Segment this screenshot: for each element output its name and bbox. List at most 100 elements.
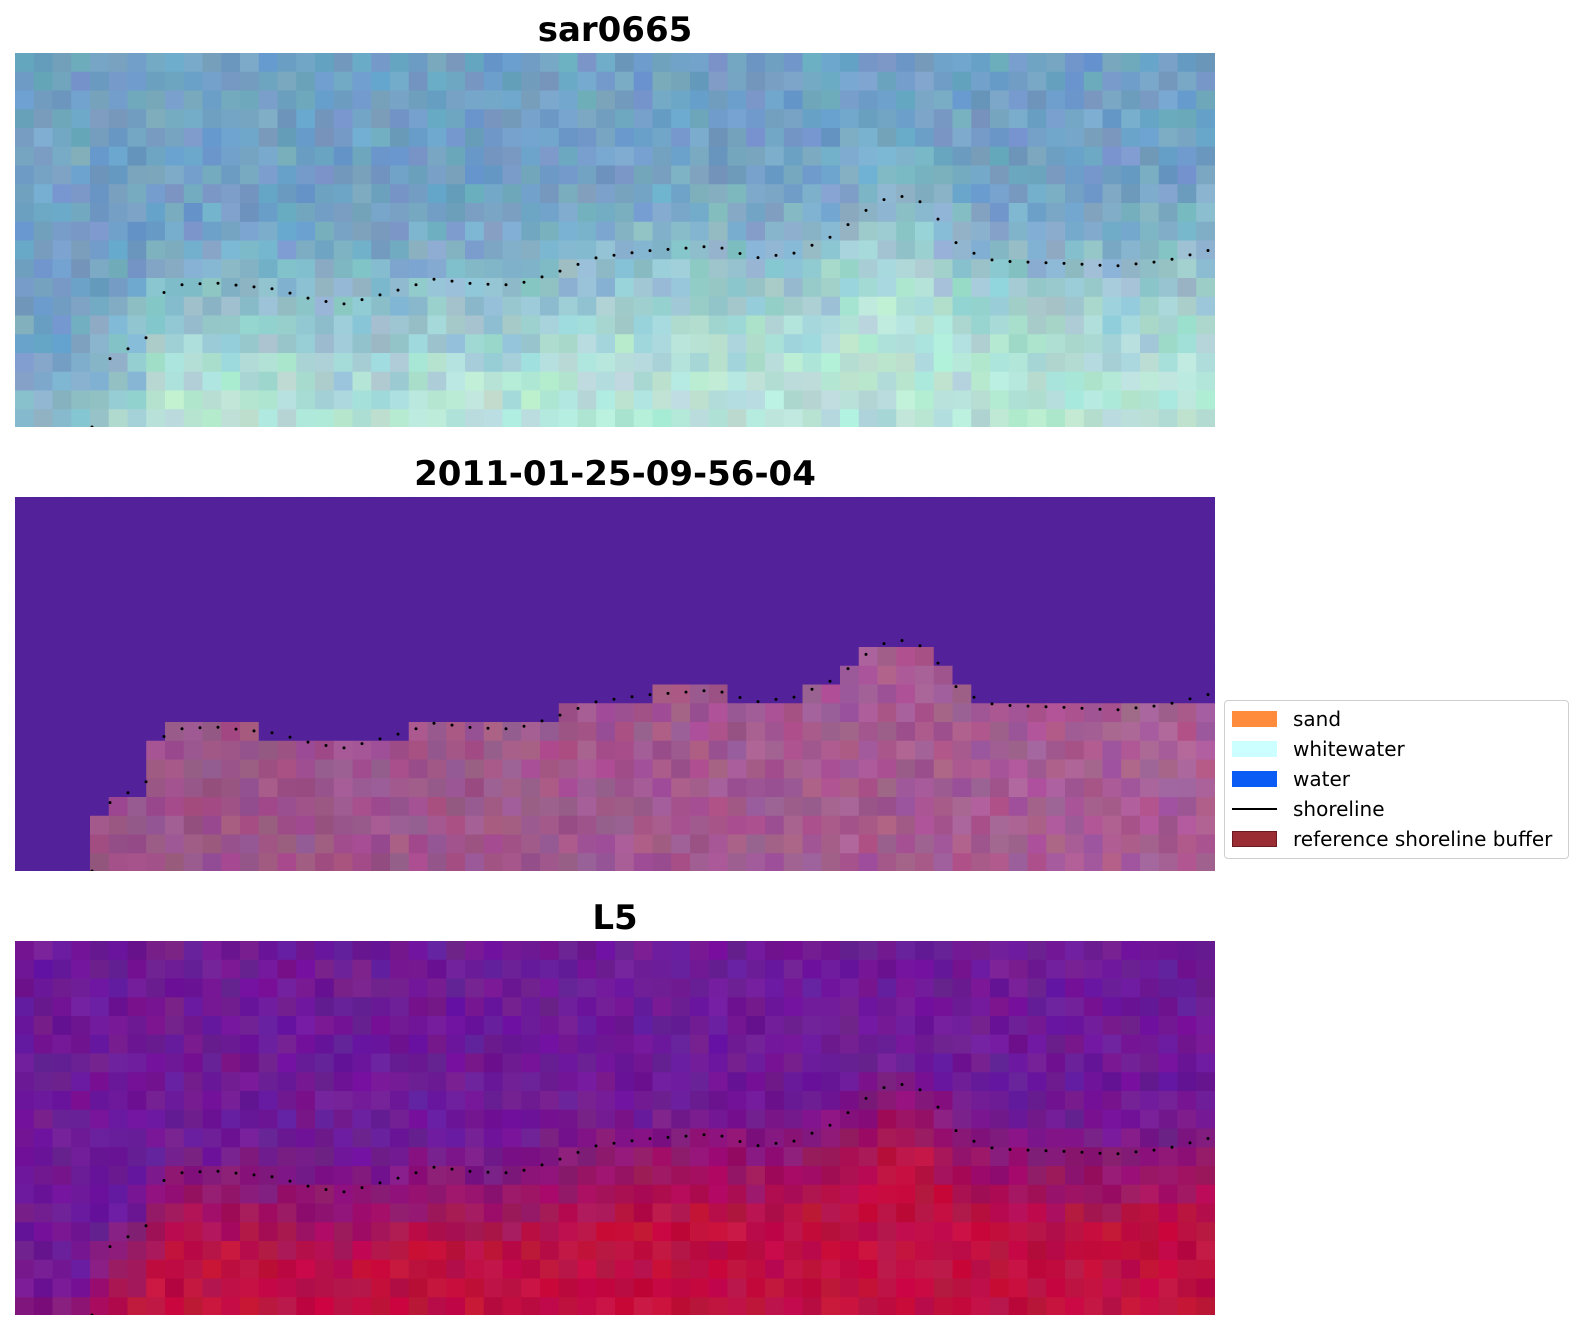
shoreline-point bbox=[288, 291, 292, 295]
shoreline-point bbox=[612, 253, 616, 257]
shoreline-point bbox=[1098, 707, 1102, 711]
shoreline-point bbox=[288, 1179, 292, 1183]
shoreline-point bbox=[540, 719, 544, 723]
shoreline-point bbox=[306, 296, 310, 300]
shoreline-point bbox=[180, 1171, 184, 1175]
shoreline-point bbox=[954, 241, 958, 245]
shoreline-point bbox=[720, 690, 724, 694]
shoreline-point bbox=[342, 302, 346, 306]
shoreline-point bbox=[432, 277, 436, 281]
shoreline-point bbox=[738, 1140, 742, 1143]
shoreline-point bbox=[864, 652, 868, 656]
legend-label-sand: sand bbox=[1293, 707, 1342, 731]
shoreline-point bbox=[738, 696, 742, 699]
shoreline-point bbox=[1188, 1141, 1192, 1145]
shoreline-point bbox=[1044, 705, 1048, 709]
whitewater-swatch bbox=[1232, 741, 1277, 757]
shoreline-point bbox=[126, 1235, 130, 1239]
shoreline-point bbox=[1026, 260, 1030, 264]
shoreline-point bbox=[1062, 705, 1066, 709]
shoreline-point bbox=[1134, 262, 1138, 266]
shoreline-point bbox=[900, 639, 904, 642]
shoreline-point bbox=[414, 1171, 418, 1175]
shoreline-point bbox=[360, 298, 364, 302]
shoreline-point bbox=[792, 1139, 796, 1143]
shoreline-point bbox=[1098, 1151, 1102, 1155]
shoreline-point bbox=[666, 1135, 670, 1139]
shoreline-point bbox=[270, 731, 274, 735]
shoreline-point bbox=[810, 1131, 814, 1135]
shoreline-point bbox=[1170, 257, 1174, 261]
water-swatch bbox=[1232, 771, 1277, 787]
shoreline-point bbox=[162, 735, 166, 738]
shoreline-point bbox=[486, 726, 490, 730]
shoreline-point bbox=[774, 697, 778, 701]
shoreline-point bbox=[1134, 1150, 1138, 1154]
shoreline-point bbox=[900, 195, 904, 198]
shoreline-point bbox=[972, 1139, 976, 1143]
shoreline-point bbox=[396, 732, 400, 736]
shoreline-point bbox=[1188, 697, 1192, 701]
shoreline-point bbox=[1170, 1145, 1174, 1149]
legend-label-whitewater: whitewater bbox=[1293, 737, 1405, 761]
shoreline-point bbox=[1152, 1148, 1156, 1152]
shoreline-point bbox=[648, 1137, 652, 1141]
shoreline-point bbox=[1008, 1148, 1012, 1151]
shoreline-point bbox=[990, 1146, 994, 1150]
index-image-canvas bbox=[15, 941, 1215, 1315]
shoreline-point bbox=[864, 208, 868, 212]
shoreline-point bbox=[414, 727, 418, 731]
shoreline-point bbox=[90, 869, 94, 871]
shoreline-point bbox=[576, 1150, 580, 1154]
shoreline-point bbox=[468, 725, 472, 729]
shoreline-point bbox=[1152, 260, 1156, 264]
shoreline-point bbox=[252, 1173, 256, 1177]
panel-rgb-image bbox=[15, 53, 1215, 427]
legend-label-water: water bbox=[1293, 767, 1350, 791]
shoreline-point bbox=[144, 1224, 148, 1228]
shoreline-point bbox=[918, 644, 922, 648]
shoreline-point bbox=[360, 742, 364, 746]
shoreline-point bbox=[108, 1245, 112, 1249]
sand-swatch bbox=[1232, 711, 1277, 727]
shoreline-point bbox=[792, 695, 796, 699]
shoreline-point bbox=[846, 1111, 850, 1115]
shoreline-point bbox=[216, 725, 220, 729]
shoreline-point bbox=[1008, 260, 1012, 263]
shoreline-point bbox=[522, 724, 526, 728]
shoreline-point bbox=[972, 695, 976, 699]
shoreline-point bbox=[558, 269, 562, 273]
shoreline-point bbox=[234, 1171, 238, 1175]
shoreline-point bbox=[324, 1188, 328, 1191]
panel-title-2: 2011-01-25-09-56-04 bbox=[414, 454, 816, 494]
shoreline-point bbox=[378, 737, 382, 741]
panel-classified-image bbox=[15, 497, 1215, 871]
shoreline-point bbox=[1152, 704, 1156, 708]
shoreline-point bbox=[918, 1088, 922, 1092]
shoreline-point bbox=[216, 281, 220, 285]
shoreline-point bbox=[108, 801, 112, 805]
shoreline-point bbox=[1206, 249, 1210, 252]
shoreline-point bbox=[1116, 264, 1120, 268]
shoreline-point bbox=[882, 1086, 886, 1090]
shoreline-point bbox=[864, 1096, 868, 1100]
shoreline-point bbox=[198, 726, 202, 730]
shoreline-point bbox=[846, 667, 850, 671]
shoreline-point bbox=[1062, 261, 1066, 265]
shoreline-point bbox=[234, 283, 238, 287]
shoreline-point bbox=[126, 791, 130, 795]
shoreline-point bbox=[324, 744, 328, 747]
shoreline-point bbox=[558, 713, 562, 717]
shoreline-point bbox=[1170, 701, 1174, 705]
shoreline-point bbox=[684, 1134, 688, 1138]
shoreline-point bbox=[486, 1170, 490, 1174]
shoreline-point bbox=[216, 1169, 220, 1173]
shoreline-point bbox=[252, 729, 256, 733]
shoreline-point bbox=[594, 1144, 598, 1148]
shoreline-point bbox=[576, 262, 580, 266]
shoreline-point bbox=[1116, 1152, 1120, 1156]
shoreline-point bbox=[450, 723, 454, 727]
shoreline-point bbox=[270, 287, 274, 291]
shoreline-point bbox=[1026, 1148, 1030, 1152]
shoreline-point bbox=[702, 1133, 706, 1137]
